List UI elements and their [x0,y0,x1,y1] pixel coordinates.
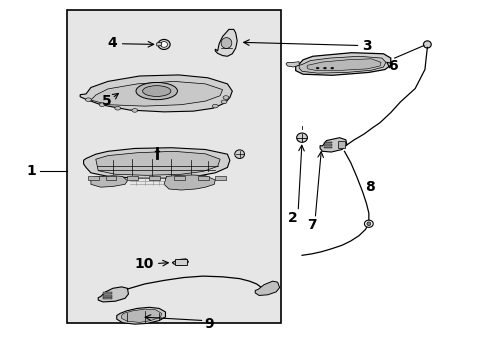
Polygon shape [255,281,279,296]
Bar [324,144,331,146]
Polygon shape [172,259,188,265]
Bar [105,176,116,180]
Polygon shape [285,62,299,67]
Bar [337,141,345,148]
Bar [173,176,184,180]
Ellipse shape [99,103,105,107]
Ellipse shape [296,133,307,142]
Polygon shape [117,307,165,324]
Polygon shape [306,59,380,70]
Ellipse shape [330,67,333,69]
Bar [103,292,112,294]
Ellipse shape [234,150,244,158]
Polygon shape [157,42,161,46]
Polygon shape [320,138,346,152]
Polygon shape [98,287,128,302]
Polygon shape [91,176,127,187]
Ellipse shape [423,41,430,48]
Ellipse shape [142,86,170,96]
Ellipse shape [366,222,370,226]
Ellipse shape [160,41,167,47]
Bar [149,176,160,180]
Polygon shape [96,151,220,175]
Ellipse shape [223,96,228,99]
Polygon shape [122,309,161,322]
Ellipse shape [364,220,372,227]
Text: 1: 1 [26,164,36,178]
Bar [103,295,112,297]
Bar [66,10,281,323]
Polygon shape [163,175,215,190]
Text: 9: 9 [204,317,214,331]
Polygon shape [299,56,385,73]
Bar [88,176,99,180]
Text: 4: 4 [107,36,117,50]
Bar [103,297,112,299]
Bar [324,147,331,148]
Ellipse shape [158,40,170,49]
Ellipse shape [323,67,326,69]
Bar [175,259,186,265]
Text: 3: 3 [362,39,371,53]
Bar [215,176,225,180]
Text: 8: 8 [365,180,374,194]
Ellipse shape [221,38,231,48]
Text: 10: 10 [135,257,154,271]
Ellipse shape [85,98,91,102]
Ellipse shape [136,82,177,100]
Polygon shape [83,148,229,178]
Polygon shape [91,81,222,106]
Text: 6: 6 [387,59,397,73]
Ellipse shape [316,67,319,69]
Polygon shape [215,30,237,56]
Text: 7: 7 [306,218,316,232]
Polygon shape [80,75,232,112]
Text: 5: 5 [102,94,112,108]
Text: 2: 2 [287,211,297,225]
Bar [198,176,208,180]
Bar [324,141,331,143]
Ellipse shape [115,107,121,110]
Ellipse shape [212,104,218,108]
Ellipse shape [132,109,138,112]
Ellipse shape [221,100,226,104]
Bar [127,176,138,180]
Polygon shape [295,53,390,75]
